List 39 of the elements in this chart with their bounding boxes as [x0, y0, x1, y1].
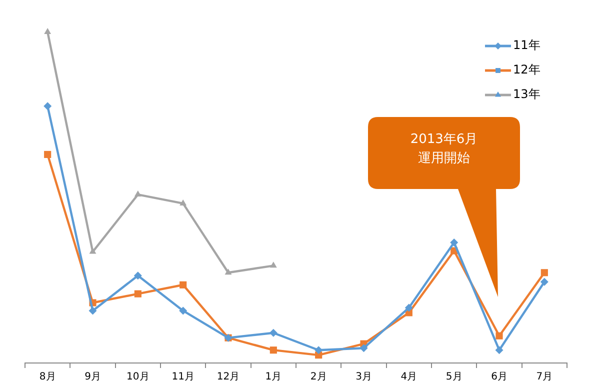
x-tick-label: 12月 [216, 372, 240, 383]
point [134, 272, 142, 280]
point [134, 290, 142, 298]
point [44, 102, 52, 110]
point [540, 278, 548, 286]
point [44, 150, 52, 158]
point [180, 199, 187, 206]
legend-label: 12年 [513, 62, 540, 77]
point [314, 346, 323, 354]
point [44, 28, 52, 34]
point [450, 238, 458, 247]
legend-label: 11年 [513, 38, 540, 52]
x-tick-label: 1月 [265, 372, 282, 383]
x-tick-label: 9月 [84, 372, 101, 383]
point [270, 262, 277, 268]
x-tick-label: 5月 [446, 372, 462, 383]
point [89, 248, 96, 254]
point [224, 268, 232, 275]
point [180, 281, 187, 288]
x-tick-label: 2月 [310, 372, 327, 383]
x-tick-label: 3月 [356, 372, 372, 383]
point [360, 344, 368, 352]
point [88, 306, 97, 315]
x-tick-label: 6月 [491, 372, 508, 383]
point [134, 190, 142, 197]
x-tick-label: 7月 [536, 372, 553, 383]
point [404, 304, 413, 312]
legend-label: 13年 [513, 87, 540, 102]
x-tick-label: 11月 [172, 372, 194, 383]
annotation: 2013年6月運用開始 [409, 131, 479, 168]
x-tick-label: 8月 [39, 372, 56, 383]
point [496, 332, 503, 340]
x-tick-label: 4月 [400, 372, 418, 383]
point [179, 306, 188, 315]
x-tick-label: 10月 [126, 372, 150, 383]
point [540, 269, 548, 276]
point [269, 328, 278, 337]
point [495, 346, 504, 354]
point [270, 346, 277, 354]
